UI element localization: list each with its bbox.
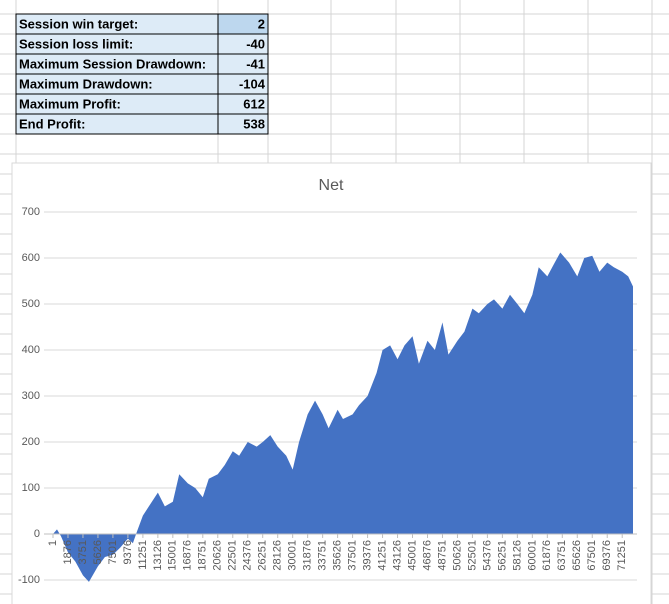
value: 2 <box>258 16 265 31</box>
label: Session win target: <box>19 16 138 31</box>
x-tick-label: 9376 <box>122 540 134 564</box>
x-tick-label: 60001 <box>526 540 538 571</box>
x-tick-label: 28126 <box>272 540 284 571</box>
chart-title: Net <box>319 177 344 194</box>
value: 612 <box>243 96 265 111</box>
x-tick-label: 69376 <box>601 540 613 571</box>
x-tick-label: 43126 <box>391 540 403 571</box>
y-tick-label: 0 <box>34 528 40 540</box>
x-tick-label: 41251 <box>376 540 388 571</box>
x-tick-label: 50626 <box>451 540 463 571</box>
value: -41 <box>246 56 265 71</box>
x-tick-label: 45001 <box>406 540 418 571</box>
x-tick-label: 37501 <box>346 540 358 571</box>
y-tick-label: 600 <box>22 252 40 264</box>
y-tick-label: 300 <box>22 390 40 402</box>
x-tick-label: 30001 <box>287 540 299 571</box>
x-tick-label: 63751 <box>556 540 568 571</box>
value: -40 <box>246 36 265 51</box>
x-tick-label: 13126 <box>152 540 164 571</box>
x-tick-label: 35626 <box>332 540 344 571</box>
x-tick-label: 67501 <box>586 540 598 571</box>
net-area <box>53 252 633 582</box>
y-tick-label: 100 <box>22 482 40 494</box>
y-tick-label: 400 <box>22 344 40 356</box>
value-cell <box>217 113 269 135</box>
x-tick-label: 1 <box>47 540 59 546</box>
label: Maximum Profit: <box>19 96 121 111</box>
value: -104 <box>239 76 266 91</box>
x-tick-label: 22501 <box>227 540 239 571</box>
label: Maximum Drawdown: <box>19 76 153 91</box>
y-tick-label: 700 <box>22 206 40 218</box>
x-tick-label: 33751 <box>317 540 329 571</box>
x-tick-label: 7501 <box>107 540 119 564</box>
x-tick-label: 31876 <box>302 540 314 571</box>
x-tick-label: 48751 <box>436 540 448 571</box>
x-tick-label: 52501 <box>466 540 478 571</box>
x-tick-label: 61876 <box>541 540 553 571</box>
x-tick-label: 58126 <box>511 540 523 571</box>
x-tick-label: 11251 <box>137 540 149 570</box>
x-tick-label: 20626 <box>212 540 224 571</box>
x-tick-label: 26251 <box>257 540 269 571</box>
x-tick-label: 3751 <box>77 540 89 564</box>
x-tick-label: 5626 <box>92 540 104 564</box>
x-tick-label: 39376 <box>361 540 373 571</box>
x-tick-label: 46876 <box>421 540 433 571</box>
label: Maximum Session Drawdown: <box>19 56 206 71</box>
x-tick-label: 24376 <box>242 540 254 571</box>
label: Session loss limit: <box>19 36 133 51</box>
x-tick-label: 16876 <box>182 540 194 571</box>
y-tick-label: -100 <box>18 574 40 586</box>
x-tick-label: 56251 <box>496 540 508 571</box>
x-tick-label: 54376 <box>481 540 493 571</box>
x-tick-label: 18751 <box>197 540 209 571</box>
y-tick-label: 200 <box>22 436 40 448</box>
summary-table: Session win target: 2 Session loss limit: -… <box>15 13 269 135</box>
label: End Profit: <box>19 116 85 131</box>
x-tick-label: 15001 <box>167 540 179 571</box>
x-tick-label: 65626 <box>571 540 583 571</box>
x-tick-label: 71251 <box>616 540 628 571</box>
value: 538 <box>243 116 265 131</box>
y-tick-label: 500 <box>22 298 40 310</box>
x-tick-label: 1876 <box>62 540 74 564</box>
